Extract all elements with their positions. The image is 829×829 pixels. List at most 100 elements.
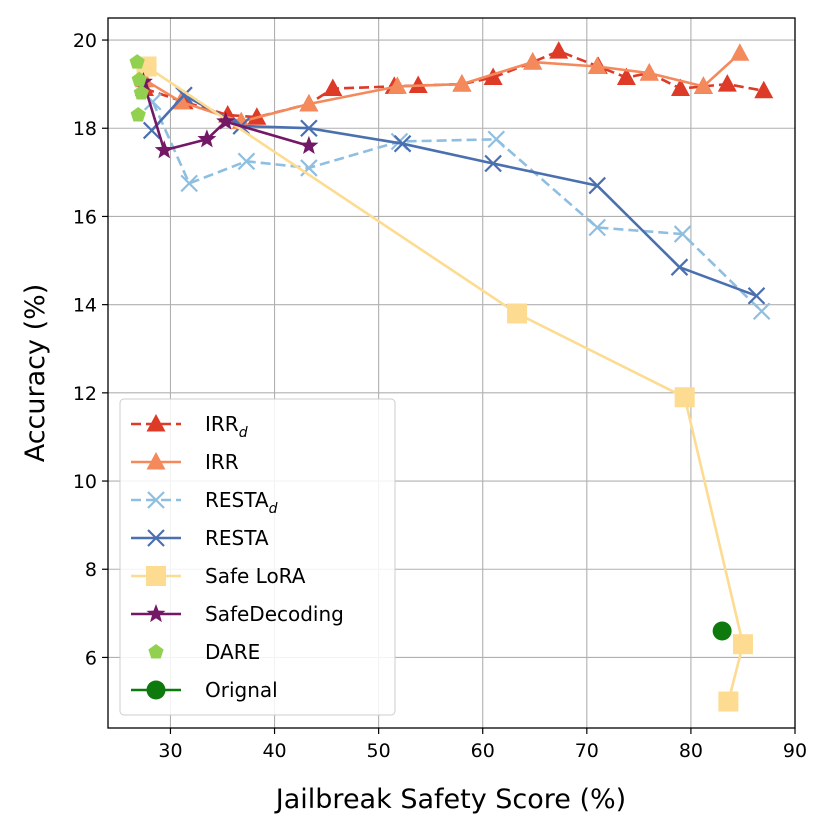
legend-label-text: RESTA: [205, 526, 269, 550]
data-point-resta: [393, 134, 412, 153]
data-point-irr-d: [483, 67, 503, 86]
series-line-resta-d: [151, 101, 763, 313]
x-tick-label: 30: [158, 740, 182, 762]
data-point-resta-d: [300, 159, 318, 177]
data-point-dare: [133, 84, 149, 100]
data-point-resta: [670, 258, 689, 276]
data-point-dare: [129, 54, 145, 69]
data-point-safedecoding: [154, 140, 174, 159]
data-point-dare: [131, 71, 147, 87]
data-point-safe-lora: [718, 691, 739, 712]
legend-label-text: DARE: [205, 640, 260, 664]
series-irr-d: [134, 41, 774, 125]
data-point-irr: [639, 63, 659, 81]
legend-label-text: IRR: [205, 412, 239, 436]
data-point-resta-d: [487, 130, 506, 149]
data-point-resta-d: [180, 174, 198, 193]
data-point-dare: [130, 107, 146, 122]
plot-area-frame: [107, 17, 796, 729]
data-point-irr: [387, 76, 407, 94]
data-point-irr-d: [408, 75, 428, 93]
data-point-resta: [747, 287, 766, 305]
data-point-safe-lora: [507, 303, 528, 324]
data-point-irr-d: [754, 80, 774, 99]
legend-label-text: RESTA: [205, 488, 269, 512]
x-tick-label: 60: [471, 740, 495, 762]
data-point-irr-d: [323, 78, 343, 97]
legend-item-irr: IRR: [131, 450, 239, 474]
legend-item-irr-d: IRRd: [131, 412, 248, 441]
y-tick-label: 16: [73, 206, 97, 228]
y-tick-label: 18: [73, 118, 97, 140]
legend-label-text: Safe LoRA: [205, 564, 306, 588]
y-tick-label: 12: [73, 383, 97, 405]
data-point-irr: [452, 74, 472, 92]
x-tick-label: 50: [367, 740, 391, 762]
legend-label: RESTA: [205, 526, 269, 550]
data-point-irr: [523, 52, 543, 70]
data-point-resta-d: [237, 152, 256, 171]
data-point-irr: [299, 93, 319, 112]
data-point-irr-d: [247, 107, 267, 125]
legend-swatch-marker: [146, 604, 166, 623]
data-point-orignal: [712, 621, 732, 641]
x-tick-label: 70: [575, 740, 599, 762]
x-tick-label: 90: [783, 740, 807, 762]
x-axis-label: Jailbreak Safety Score (%): [274, 784, 626, 815]
data-point-resta-d: [588, 218, 607, 237]
legend-label: SafeDecoding: [205, 602, 344, 626]
legend-swatch-marker: [146, 452, 166, 470]
legend-label: IRRd: [205, 412, 248, 441]
data-point-safe-lora: [674, 387, 695, 408]
data-point-irr-d: [671, 78, 690, 97]
data-point-irr-d: [616, 67, 636, 86]
data-point-irr: [587, 56, 607, 75]
series-line-irr: [143, 52, 741, 123]
legend-label: Safe LoRA: [205, 564, 306, 588]
y-tick-label: 6: [85, 647, 97, 669]
legend-label: Orignal: [205, 678, 278, 702]
series-layer: [129, 41, 774, 712]
data-point-safe-lora: [732, 634, 753, 655]
series-safe-lora: [136, 56, 753, 712]
legend-item-dare: DARE: [148, 640, 260, 664]
series-safedecoding: [133, 71, 319, 159]
data-point-irr-d: [549, 41, 569, 59]
y-tick-label: 14: [73, 295, 97, 317]
x-tick-label: 80: [679, 740, 703, 762]
legend-label-text: SafeDecoding: [205, 602, 344, 626]
legend-item-safe-lora: Safe LoRA: [131, 564, 306, 588]
legend-swatch-marker: [146, 414, 166, 432]
x-tick-label: 40: [262, 740, 286, 762]
data-point-irr-d: [717, 74, 737, 92]
legend-swatch-marker: [148, 644, 164, 659]
data-point-safedecoding: [299, 135, 319, 154]
data-point-resta-d: [673, 225, 692, 243]
legend-label-subscript: d: [239, 425, 248, 441]
legend-label: DARE: [205, 640, 260, 664]
legend-label-subscript: d: [269, 501, 278, 517]
legend-item-safedecoding: SafeDecoding: [131, 602, 344, 626]
legend-item-resta: RESTA: [131, 526, 269, 550]
legend-swatch-marker: [146, 680, 166, 700]
y-tick-label: 8: [85, 559, 97, 581]
data-point-resta-d: [752, 302, 771, 321]
legend-label: IRR: [205, 450, 239, 474]
legend-swatch-marker: [147, 491, 165, 509]
data-point-resta: [175, 86, 193, 104]
data-point-safedecoding: [197, 129, 217, 148]
data-point-safedecoding: [216, 111, 236, 130]
grid-lines: [108, 18, 796, 728]
legend-frame: [119, 398, 396, 716]
legend-label: RESTAd: [205, 488, 278, 517]
data-point-irr: [693, 76, 713, 94]
legend-item-resta-d: RESTAd: [131, 488, 278, 517]
series-dare: [129, 54, 149, 122]
legend-swatch-marker: [146, 566, 166, 586]
data-point-resta: [300, 119, 318, 138]
legend-swatch-marker: [147, 529, 165, 547]
y-tick-label: 20: [73, 30, 97, 52]
legend-item-orignal: Orignal: [131, 678, 278, 702]
